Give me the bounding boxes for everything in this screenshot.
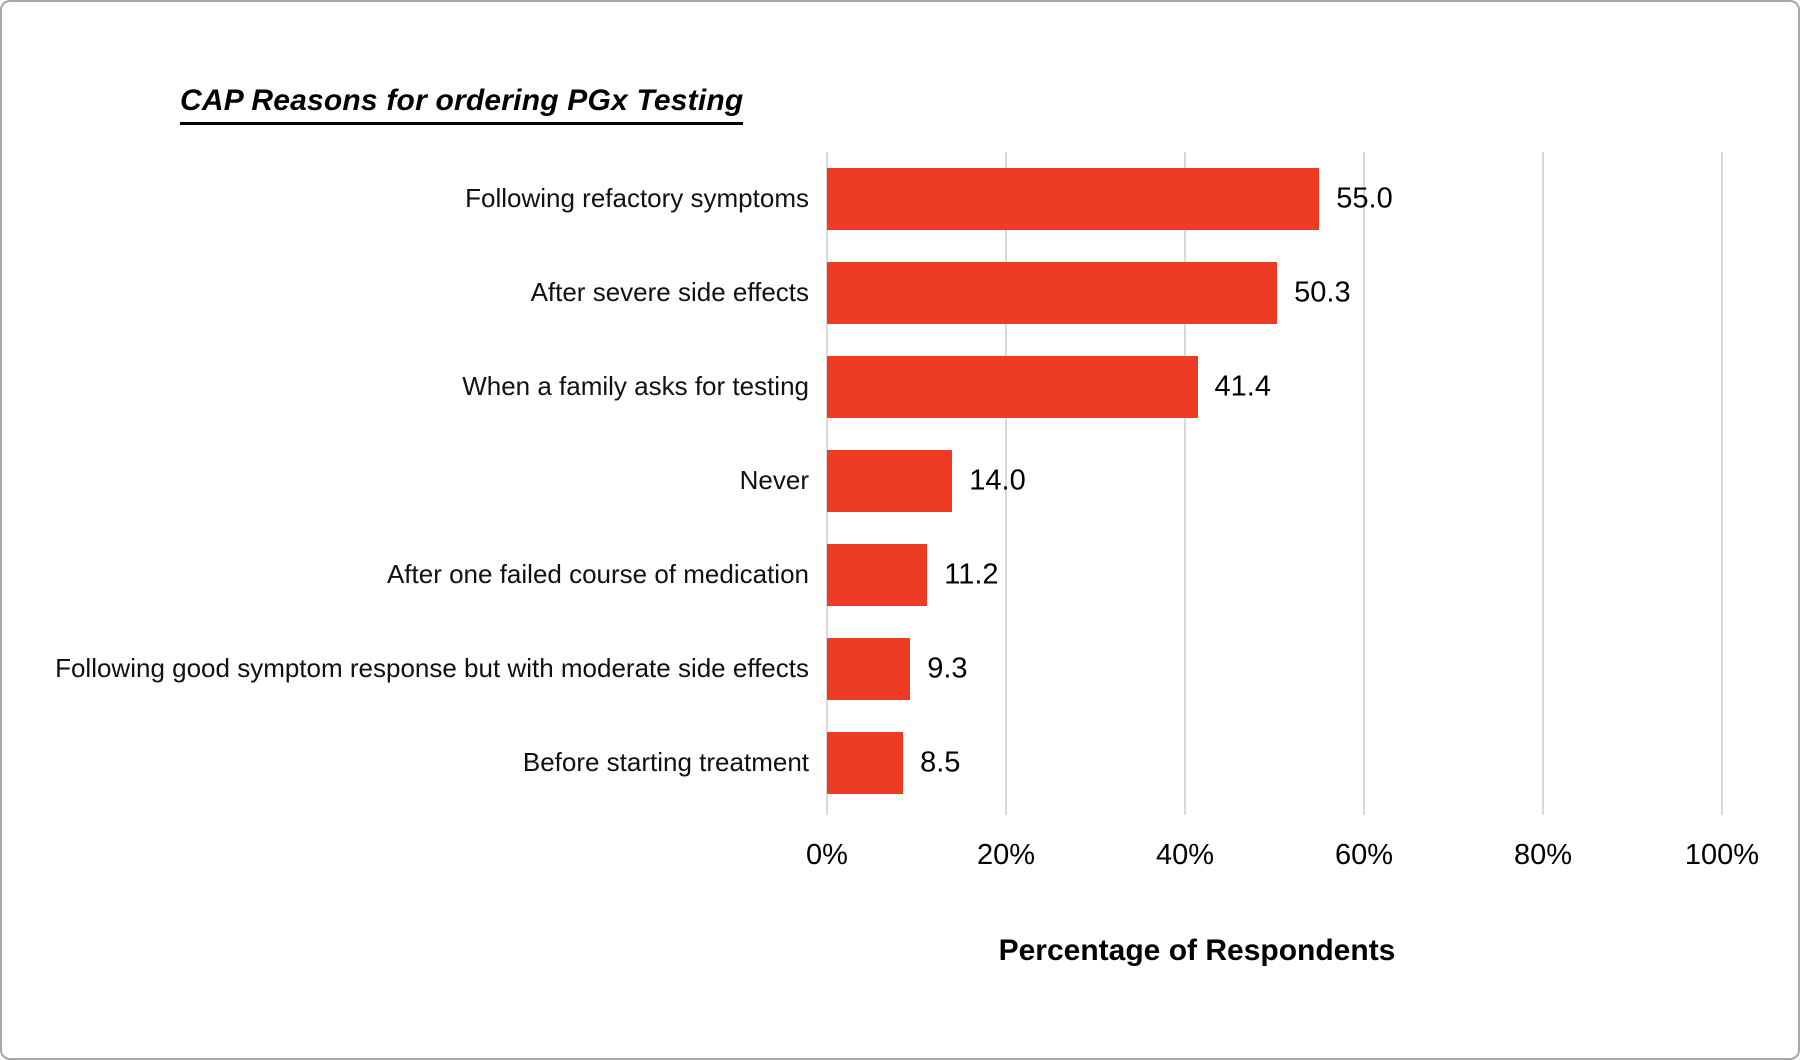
plot-area: 0% 20% 40% 60% 80% 100% Following refactory sy… bbox=[55, 152, 1759, 871]
x-tick-label: 80% bbox=[1513, 839, 1573, 871]
value-label: 8.5 bbox=[920, 746, 961, 779]
gridline bbox=[1721, 152, 1723, 815]
gridline bbox=[1184, 152, 1186, 815]
bar bbox=[827, 731, 904, 794]
bar bbox=[827, 637, 911, 700]
bar-row: After severe side effects 50.3 bbox=[531, 246, 1722, 340]
bar bbox=[827, 261, 1278, 324]
bar-row: After one failed course of medication 11.… bbox=[387, 528, 1722, 622]
value-label: 55.0 bbox=[1336, 182, 1393, 215]
value-label: 11.2 bbox=[944, 558, 999, 591]
value-label: 41.4 bbox=[1214, 370, 1271, 403]
gridline bbox=[1542, 152, 1544, 815]
bar-row: Following good symptom response but with… bbox=[55, 622, 1722, 716]
bar bbox=[827, 167, 1320, 230]
x-tick-label: 0% bbox=[806, 839, 848, 871]
bar-row: Before starting treatment 8.5 bbox=[523, 716, 1722, 810]
category-label: Following refactory symptoms bbox=[465, 183, 809, 214]
category-label: After severe side effects bbox=[530, 277, 809, 308]
gridline bbox=[1363, 152, 1365, 815]
bar-row: Following refactory symptoms 55.0 bbox=[465, 152, 1722, 246]
bar bbox=[827, 355, 1198, 418]
chart-title: CAP Reasons for ordering PGx Testing bbox=[180, 84, 744, 125]
x-tick-label: 40% bbox=[1155, 839, 1215, 871]
gridline bbox=[1005, 152, 1007, 815]
bar bbox=[827, 543, 928, 606]
value-label: 50.3 bbox=[1294, 276, 1351, 309]
x-tick-label: 60% bbox=[1334, 839, 1394, 871]
x-tick-label: 20% bbox=[976, 839, 1036, 871]
bar bbox=[827, 449, 953, 512]
bar-row: Never 14.0 bbox=[740, 434, 1722, 528]
bar-row: When a family asks for testing 41.4 bbox=[462, 340, 1722, 434]
category-label: When a family asks for testing bbox=[462, 371, 809, 402]
value-label: 14.0 bbox=[969, 464, 1026, 497]
x-axis-title: Percentage of Respondents bbox=[998, 934, 1396, 967]
category-label: Following good symptom response but with… bbox=[55, 653, 809, 684]
x-tick-label: 100% bbox=[1684, 839, 1760, 871]
category-label: Never bbox=[739, 465, 809, 496]
value-label: 9.3 bbox=[927, 652, 968, 685]
category-label: After one failed course of medication bbox=[386, 559, 809, 590]
category-label: Before starting treatment bbox=[522, 747, 809, 778]
